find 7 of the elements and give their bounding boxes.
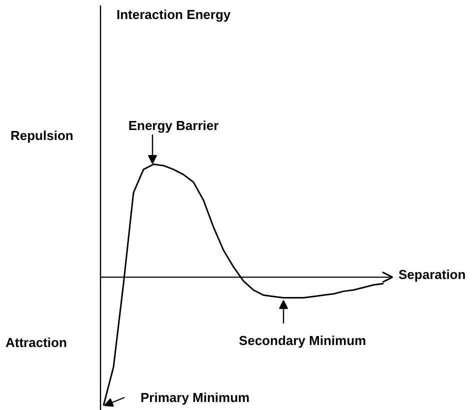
annotation: Secondary Minimum — [238, 333, 366, 348]
text: Interaction Energy — [116, 7, 232, 22]
x-axis-title: Separation — [398, 267, 466, 282]
text: Repulsion — [10, 128, 74, 143]
annotation: Primary Minimum — [140, 390, 250, 405]
text: Energy Barrier — [128, 118, 219, 133]
text: Attraction — [6, 335, 67, 350]
